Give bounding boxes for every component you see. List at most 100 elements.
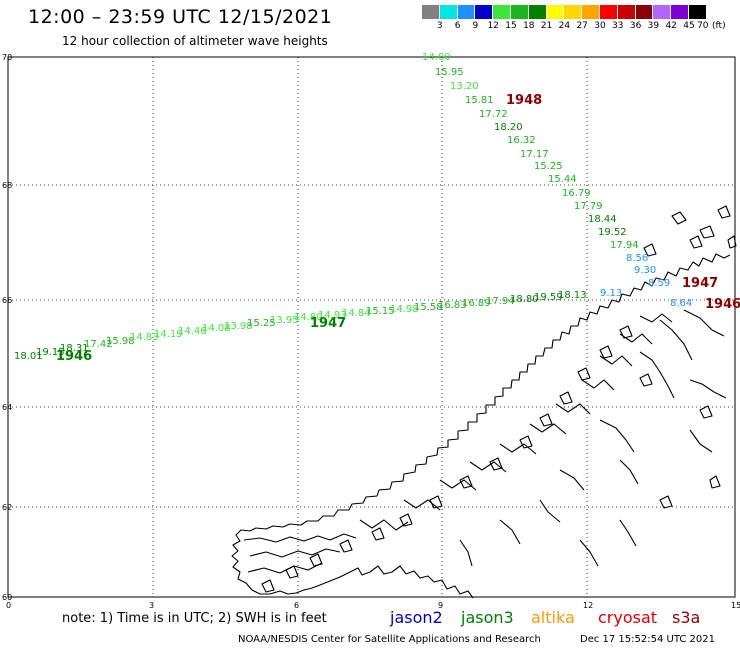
swh-value-label: 17.94 (486, 296, 515, 307)
pass-time-label: 1947 (310, 316, 346, 331)
pass-time-label: 1947 (682, 276, 718, 291)
legend-swatch (671, 5, 689, 19)
swh-value-label: 19.59 (534, 292, 563, 303)
swh-value-label: 17.42 (84, 339, 113, 350)
swh-value-label: 15.81 (465, 95, 494, 106)
legend-swatch (457, 5, 476, 19)
legend-tick-label: 3 (436, 21, 443, 31)
swh-value-label: 15.15 (366, 306, 395, 317)
lon-tick-label: 6 (294, 601, 299, 610)
legend-swatches (422, 5, 707, 19)
footer-note: note: 1) Time is in UTC; 2) SWH is in fe… (62, 611, 327, 626)
coastline-main (231, 253, 731, 599)
mission-jason2: jason2 (390, 608, 443, 627)
legend-tick-label: 33 (612, 21, 624, 31)
legend-swatch (528, 5, 547, 19)
swh-value-label: 14.83 (130, 332, 159, 343)
lat-tick-label: 62 (2, 503, 12, 512)
lat-tick-label: 66 (2, 296, 12, 305)
legend-unit-label: (ft) (712, 21, 726, 31)
axis-labels: 70 68 66 64 62 600 3 6 9 12 15 (2, 53, 740, 610)
islands (261, 205, 737, 593)
page-title: 12:00 – 23:59 UTC 12/15/2021 (28, 6, 333, 28)
legend-swatch (688, 5, 707, 19)
legend-tick-label: 12 (487, 21, 499, 31)
lat-tick-label: 70 (2, 53, 12, 62)
legend-tick-label: 39 (647, 21, 660, 31)
swh-value-label: 15.44 (548, 174, 577, 185)
swh-value-label: 14.08 (202, 323, 231, 334)
mission-jason3: jason3 (461, 608, 514, 627)
legend-swatch (546, 5, 565, 19)
footer-timestamp: Dec 17 15:52:54 UTC 2021 (580, 634, 715, 645)
pass-time-label: 1946 (705, 297, 740, 312)
legend-swatch (564, 5, 583, 19)
legend-labels: 3 6 9 12 15 18 21 24 27 30 33 36 39 42 45 70 (ft) (422, 19, 726, 33)
swh-value-label: 9.30 (634, 265, 656, 276)
swh-value-label: 16.79 (562, 188, 591, 199)
legend-swatch (635, 5, 654, 19)
legend-tick-label: 42 (665, 21, 677, 31)
swh-value-label: 17.17 (520, 149, 549, 160)
legend-tick-label: 45 (683, 21, 695, 31)
legend-tick-label: 36 (629, 21, 642, 31)
swh-value-label: 8.59 (648, 278, 670, 289)
swh-value-label: 14.98 (390, 304, 419, 315)
swh-value-label: 14.93 (318, 310, 347, 321)
swh-value-label: 15.25 (534, 161, 563, 172)
legend-tick-label: 15 (505, 21, 517, 31)
swh-value-label: 19.52 (598, 227, 627, 238)
legend-swatch (439, 5, 458, 19)
swh-value-label: 15.58 (414, 302, 443, 313)
lat-tick-label: 68 (2, 181, 12, 190)
swh-value-label: 15.98 (106, 336, 135, 347)
swh-value-label: 16.89 (462, 298, 491, 309)
legend-tick-label: 24 (558, 21, 571, 31)
mission-s3a: s3a (672, 608, 701, 627)
swh-value-label: 17.94 (610, 240, 639, 251)
swh-value-label: 17.72 (479, 109, 508, 120)
legend-swatch (510, 5, 529, 19)
legend-tick-label: 70 (697, 21, 709, 31)
swh-value-label: 14.46 (178, 326, 207, 337)
legend-swatch (422, 5, 440, 19)
legend-tick-label: 30 (594, 21, 606, 31)
swh-value-label: 17.79 (574, 201, 603, 212)
map-frame (7, 56, 736, 598)
track-b: 18.0119.1518.3117.4215.9814.8314.1914.46… (14, 288, 622, 364)
swh-value-label: 18.20 (494, 122, 523, 133)
legend-swatch (475, 5, 494, 19)
color-legend: 3 6 9 12 15 18 21 24 27 30 33 36 39 42 45 70 (ft) (422, 5, 726, 33)
track-a: 14.00 15.95 13.20 15.81 17.72 18.20 16.32 17.17… (422, 52, 740, 312)
lon-tick-label: 12 (583, 601, 593, 610)
swh-value-label: 8.56 (626, 253, 648, 264)
page-subtitle: 12 hour collection of altimeter wave hei… (62, 34, 328, 48)
swh-value-label: 14.84 (342, 308, 371, 319)
lon-tick-label: 0 (6, 601, 11, 610)
swh-value-label: 18.80 (510, 294, 539, 305)
swh-value-label: 15.25 (247, 318, 276, 329)
swh-value-label: 13.98 (224, 321, 253, 332)
coastline (231, 205, 737, 599)
swh-value-label: 18.44 (588, 214, 617, 225)
swh-value-label: 13.95 (270, 315, 299, 326)
swh-value-label: 15.95 (435, 67, 464, 78)
swh-value-label: 18.01 (14, 351, 43, 362)
swh-value-label: 16.32 (507, 135, 536, 146)
pass-time-label: 1948 (506, 93, 542, 108)
swh-value-label: 18.13 (558, 290, 587, 301)
lat-tick-label: 64 (2, 403, 12, 412)
legend-swatch (493, 5, 511, 19)
swh-value-label: 8.64 (670, 298, 692, 309)
swh-value-label: 19.15 (36, 347, 65, 358)
lat-tick-label: 60 (2, 593, 12, 602)
swh-value-label: 14.80 (294, 312, 323, 323)
swh-value-label: 16.83 (438, 300, 467, 311)
legend-swatch (599, 5, 618, 19)
fjord-lines (459, 309, 727, 567)
legend-tick-label: 27 (576, 21, 588, 31)
legend-tick-label: 9 (472, 21, 479, 31)
lon-tick-label: 3 (149, 601, 154, 610)
footer-credit: NOAA/NESDIS Center for Satellite Applica… (238, 634, 541, 645)
